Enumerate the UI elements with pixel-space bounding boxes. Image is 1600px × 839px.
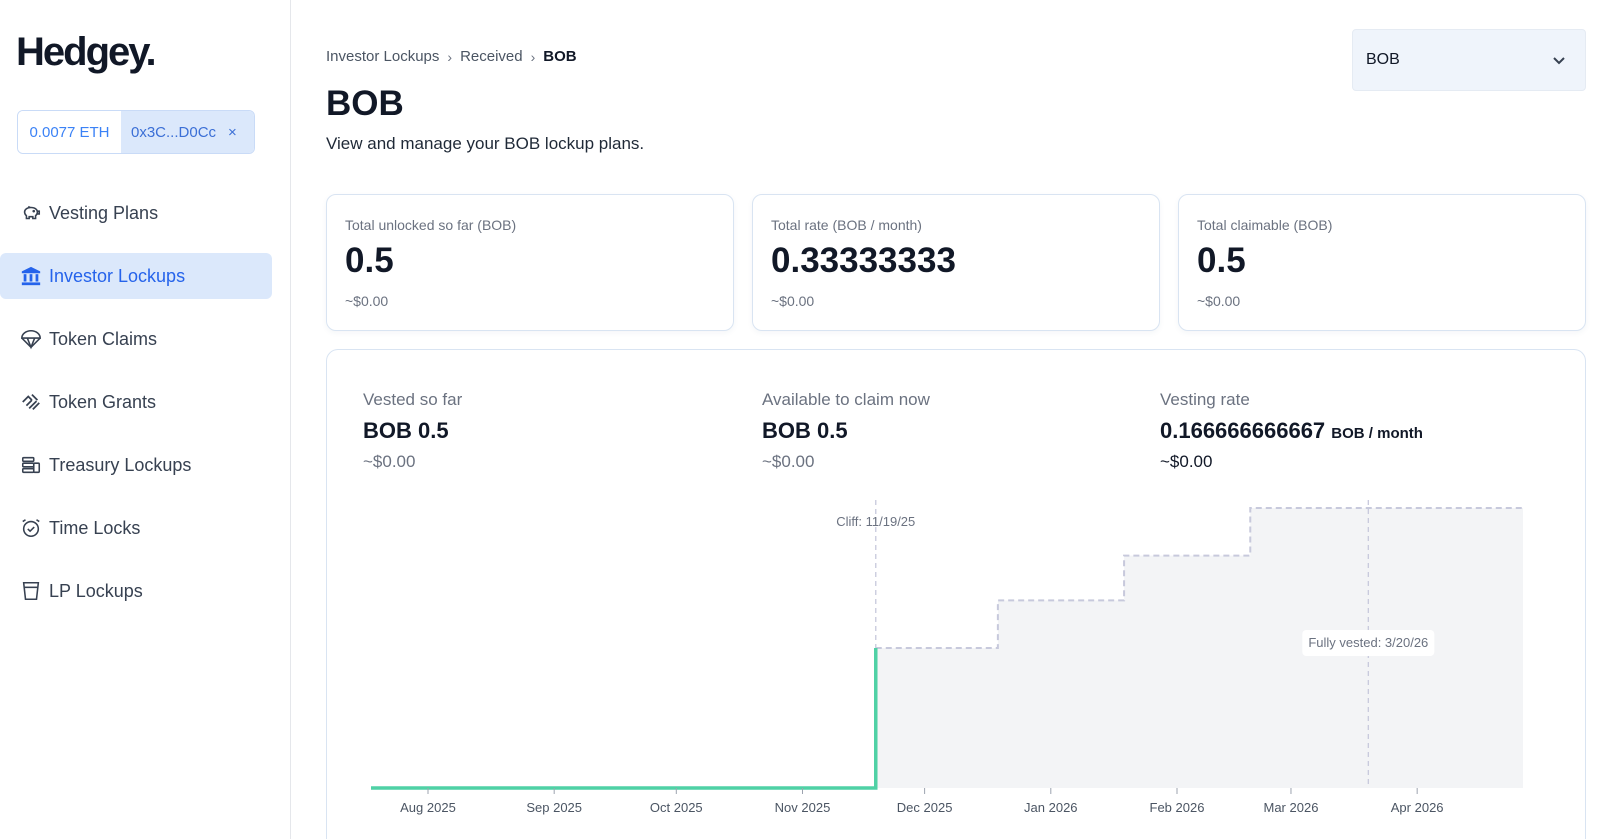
- breadcrumb-received[interactable]: Received: [460, 48, 523, 65]
- annotation-label: Fully vested: 3/20/26: [1308, 635, 1428, 650]
- x-tick-label: Aug 2025: [400, 800, 456, 815]
- stat-usd: ~$0.00: [345, 293, 389, 309]
- metric-label: Available to claim now: [762, 390, 930, 409]
- sidebar-item-label: Investor Lockups: [49, 265, 186, 286]
- hedgey-logo[interactable]: Hedgey.: [16, 30, 157, 74]
- metric-usd: ~$0.00: [363, 452, 416, 471]
- wallet-address-text: 0x3C...D0Cc: [131, 123, 217, 141]
- metric-claimable: Available to claim now BOB 0.5 ~$0.00: [762, 390, 930, 472]
- stat-card-total-claimable: Total claimable (BOB) 0.5 ~$0.00: [1178, 194, 1586, 331]
- x-tick-label: Dec 2025: [897, 800, 953, 815]
- parachute-icon: [19, 327, 43, 351]
- coins-stack-icon: [19, 453, 43, 477]
- sidebar-item-label: Time Locks: [49, 517, 141, 538]
- sidebar-item-treasury-lockups[interactable]: Treasury Lockups: [0, 442, 272, 488]
- projected-area: [875, 508, 1523, 788]
- vesting-chart-card: Vested so far BOB 0.5 ~$0.00 Available t…: [326, 349, 1586, 839]
- metric-value: 0.166666666667 BOB / month: [1160, 418, 1423, 444]
- x-tick-label: Jan 2026: [1024, 800, 1078, 815]
- breadcrumb-current: BOB: [543, 48, 577, 65]
- breadcrumb-investor-lockups[interactable]: Investor Lockups: [326, 48, 440, 65]
- token-select-value: BOB: [1366, 51, 1400, 68]
- wallet-balance: 0.0077 ETH: [18, 111, 121, 153]
- stat-value: 0.33333333: [771, 241, 956, 280]
- sidebar-item-label: Token Claims: [49, 328, 158, 349]
- cup-icon: [19, 579, 43, 603]
- sidebar-item-vesting-plans[interactable]: Vesting Plans: [0, 190, 272, 236]
- projected-vesting-line: [875, 507, 1523, 649]
- vested-line: [371, 648, 878, 790]
- wallet-connect-pill[interactable]: 0.0077 ETH 0x3C...D0Cc ×: [17, 110, 255, 154]
- sidebar-item-investor-lockups[interactable]: Investor Lockups: [0, 253, 272, 299]
- breadcrumb-separator-icon: ›: [447, 48, 453, 65]
- sidebar-item-label: LP Lockups: [49, 580, 143, 601]
- annotation-label: Cliff: 11/19/25: [836, 514, 915, 529]
- stat-usd: ~$0.00: [1197, 293, 1241, 309]
- metric-value: BOB 0.5: [762, 418, 848, 443]
- sidebar-item-token-grants[interactable]: Token Grants: [0, 379, 272, 425]
- sidebar: Hedgey. 0.0077 ETH 0x3C...D0Cc × Vesting…: [0, 0, 291, 839]
- sidebar-item-label: Vesting Plans: [49, 202, 159, 223]
- breadcrumb-separator-icon: ›: [530, 48, 536, 65]
- sidebar-item-token-claims[interactable]: Token Claims: [0, 316, 272, 362]
- x-tick-label: Feb 2026: [1150, 800, 1205, 815]
- x-tick-label: Oct 2025: [650, 800, 703, 815]
- sidebar-item-lp-lockups[interactable]: LP Lockups: [0, 568, 272, 614]
- metric-usd: ~$0.00: [762, 452, 815, 471]
- x-tick-label: Nov 2025: [775, 800, 831, 815]
- stat-value: 0.5: [1197, 241, 1246, 280]
- stat-card-total-unlocked: Total unlocked so far (BOB) 0.5 ~$0.00: [326, 194, 734, 331]
- x-tick-label: Sep 2025: [526, 800, 582, 815]
- piggy-bank-icon: [19, 201, 43, 225]
- alarm-clock-icon: [19, 516, 43, 540]
- x-tick-label: Mar 2026: [1264, 800, 1319, 815]
- metric-rate-number: 0.166666666667: [1160, 418, 1326, 443]
- metric-rate-unit: BOB / month: [1331, 425, 1423, 442]
- annotation-label-bg: [1302, 630, 1435, 656]
- sidebar-item-label: Token Grants: [49, 391, 157, 412]
- breadcrumb: Investor Lockups › Received › BOB: [326, 48, 577, 65]
- metric-usd: ~$0.00: [1160, 452, 1213, 471]
- metric-vested: Vested so far BOB 0.5 ~$0.00: [363, 390, 462, 472]
- handshake-icon: [19, 390, 43, 414]
- metric-value: BOB 0.5: [363, 418, 449, 443]
- metric-vesting-rate: Vesting rate 0.166666666667 BOB / month …: [1160, 390, 1423, 472]
- stat-label: Total claimable (BOB): [1197, 217, 1333, 233]
- token-select[interactable]: BOB: [1352, 29, 1586, 91]
- stat-label: Total rate (BOB / month): [771, 217, 922, 233]
- sidebar-item-label: Treasury Lockups: [49, 454, 192, 475]
- page-title: BOB: [326, 84, 404, 123]
- sidebar-item-time-locks[interactable]: Time Locks: [0, 505, 272, 551]
- stat-usd: ~$0.00: [771, 293, 815, 309]
- stat-label: Total unlocked so far (BOB): [345, 217, 517, 233]
- chevron-down-icon: [1551, 52, 1567, 73]
- disconnect-icon[interactable]: ×: [228, 123, 237, 141]
- wallet-address[interactable]: 0x3C...D0Cc ×: [121, 111, 254, 153]
- stat-card-total-rate: Total rate (BOB / month) 0.33333333 ~$0.…: [752, 194, 1160, 331]
- metric-label: Vesting rate: [1160, 390, 1250, 409]
- stat-value: 0.5: [345, 241, 394, 280]
- metric-label: Vested so far: [363, 390, 463, 409]
- page-subtitle: View and manage your BOB lockup plans.: [326, 134, 645, 153]
- bank-icon: [19, 264, 43, 288]
- vesting-chart: Cliff: 11/19/25 Fully vested: 3/20/26 Aug …: [371, 500, 1523, 815]
- x-tick-label: Apr 2026: [1391, 800, 1444, 815]
